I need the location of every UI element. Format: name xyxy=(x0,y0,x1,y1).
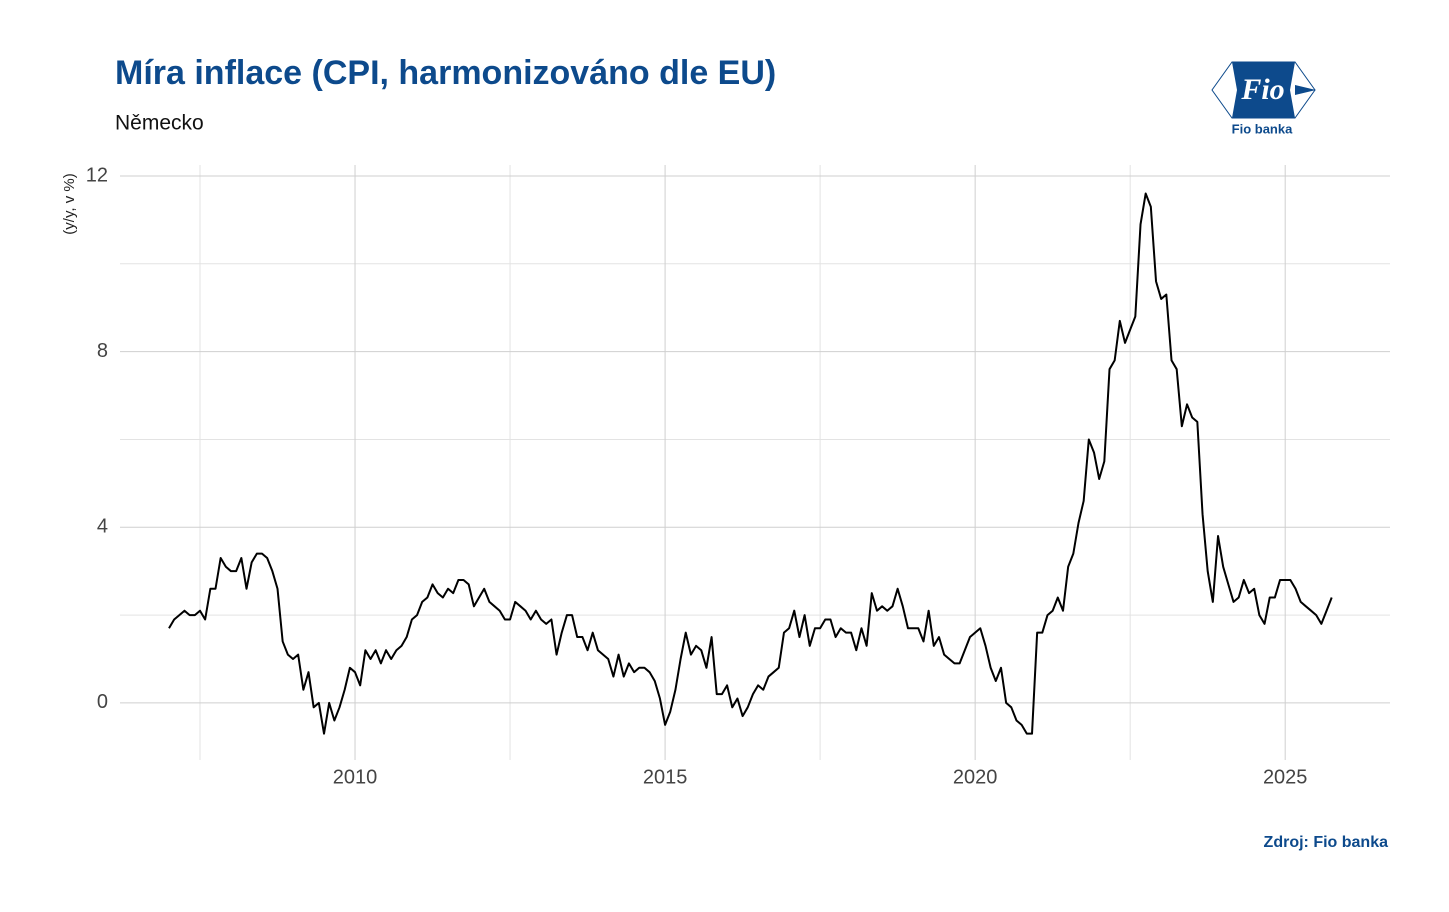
x-tick-label: 2015 xyxy=(643,766,688,788)
y-tick-label: 12 xyxy=(86,164,108,186)
source: Zdroj: Fio banka xyxy=(1264,834,1389,851)
y-tick-label: 4 xyxy=(97,516,108,538)
x-tick-label: 2025 xyxy=(1263,766,1308,788)
chart-title: Míra inflace (CPI, harmonizováno dle EU) xyxy=(115,54,776,92)
logo-flag xyxy=(1232,62,1295,118)
x-tick-label: 2010 xyxy=(333,766,378,788)
y-axis-label: (y/y, v %) xyxy=(61,173,78,234)
logo: Fio Fio banka xyxy=(1211,61,1316,136)
x-tick-label: 2020 xyxy=(953,766,998,788)
chart-subtitle: Německo xyxy=(115,112,204,135)
y-tick-label: 0 xyxy=(97,691,108,713)
logo-caption: Fio banka xyxy=(1232,121,1293,136)
logo-text: Fio xyxy=(1240,73,1284,106)
y-tick-label: 8 xyxy=(97,340,108,362)
logo-tip xyxy=(1295,85,1316,95)
data-line xyxy=(168,192,1333,735)
